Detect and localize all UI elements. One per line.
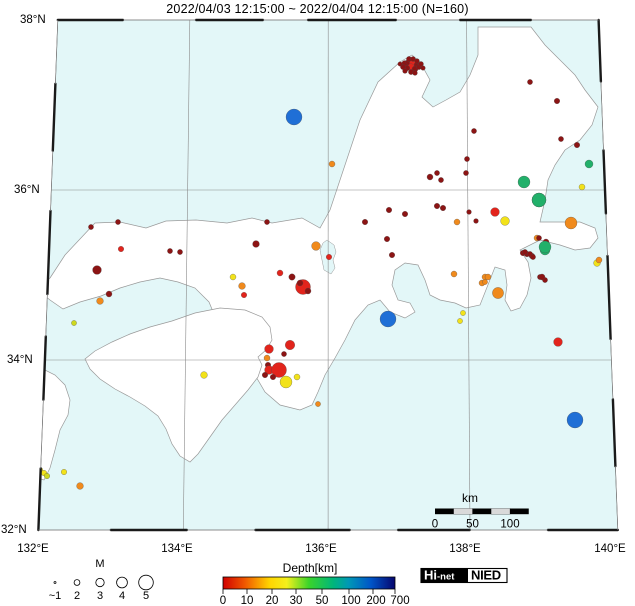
svg-text:50: 50 [316, 595, 329, 606]
svg-text:0: 0 [432, 519, 438, 531]
svg-text:136°E: 136°E [305, 543, 337, 555]
svg-text:10: 10 [241, 595, 254, 606]
svg-text:700: 700 [390, 595, 409, 606]
svg-text:38°N: 38°N [20, 14, 46, 26]
svg-text:200: 200 [366, 595, 385, 606]
svg-text:132°E: 132°E [17, 543, 49, 555]
svg-text:4: 4 [119, 590, 125, 602]
svg-text:km: km [462, 491, 478, 505]
svg-text:M: M [95, 558, 104, 570]
svg-text:NIED: NIED [471, 567, 501, 582]
svg-text:32°N: 32°N [1, 524, 27, 536]
svg-text:36°N: 36°N [14, 184, 40, 196]
svg-text:134°E: 134°E [161, 543, 193, 555]
svg-text:2: 2 [74, 590, 80, 602]
svg-text:3: 3 [97, 590, 103, 602]
svg-text:140°E: 140°E [594, 543, 626, 555]
svg-text:Depth[km]: Depth[km] [283, 561, 338, 575]
svg-text:50: 50 [466, 519, 479, 531]
svg-text:20: 20 [266, 595, 279, 606]
svg-text:0: 0 [220, 595, 226, 606]
svg-text:138°E: 138°E [449, 543, 481, 555]
svg-text:34°N: 34°N [7, 354, 33, 366]
svg-text:100: 100 [341, 595, 360, 606]
svg-text:~1: ~1 [49, 590, 62, 602]
svg-text:5: 5 [143, 590, 149, 602]
svg-text:30: 30 [290, 595, 303, 606]
svg-text:100: 100 [500, 519, 519, 531]
